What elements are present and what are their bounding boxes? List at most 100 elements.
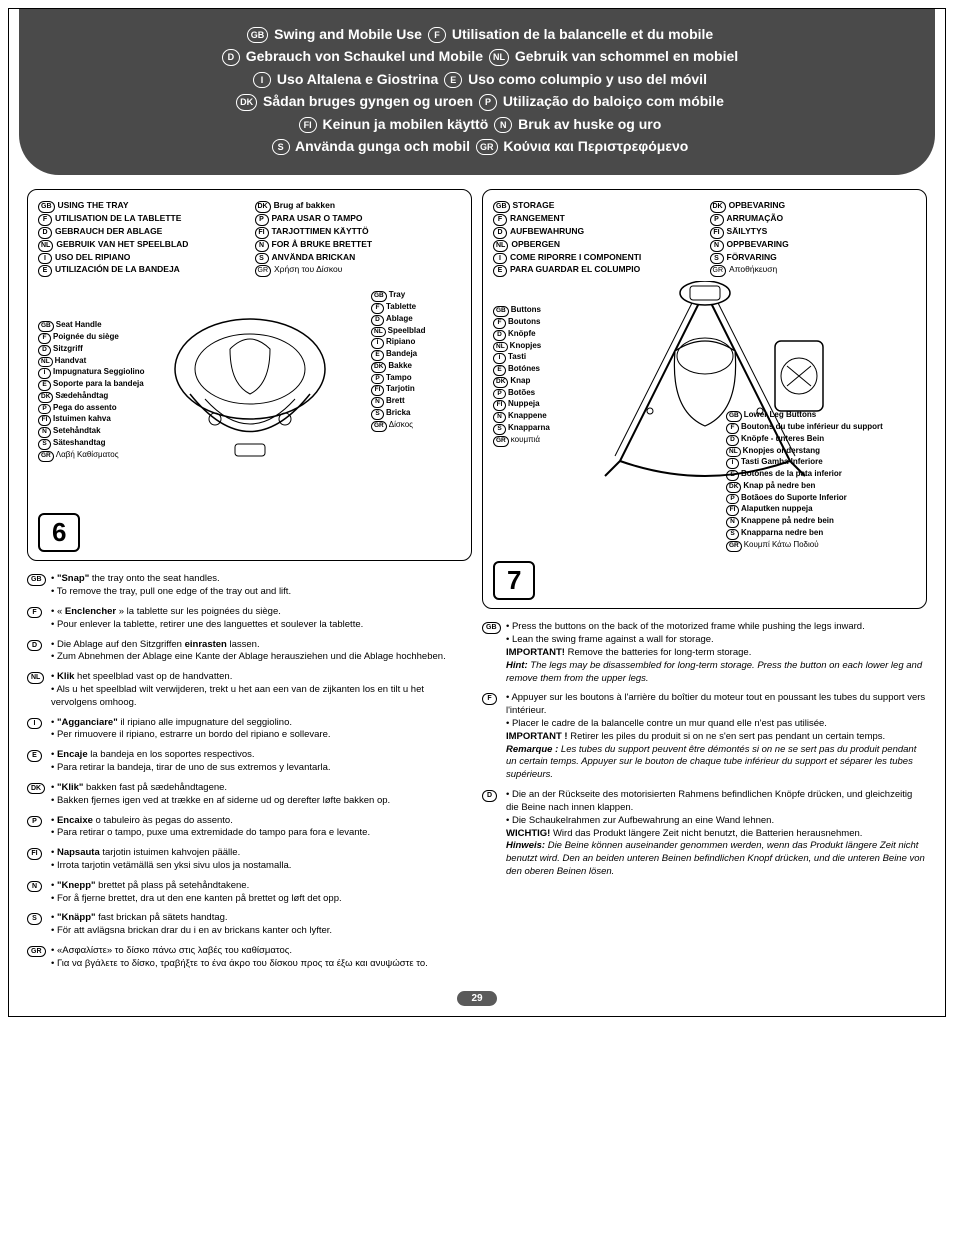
figure-title-item: ICOME RIPORRE I COMPONENTI: [493, 252, 700, 265]
title-text: AUFBEWAHRUNG: [510, 226, 584, 236]
instruction-block: GB• "Snap" the tray onto the seat handle…: [27, 573, 472, 599]
lang-code-pill: NL: [38, 357, 53, 368]
lang-code-pill: FI: [38, 415, 51, 426]
instructions-left: GB• "Snap" the tray onto the seat handle…: [27, 573, 472, 970]
callout-label: FBoutons: [493, 317, 593, 329]
callout-label: NKnappene: [493, 411, 593, 423]
title-text: PARA USAR O TAMPO: [272, 213, 363, 223]
content-columns: GBUSING THE TRAYFUTILISATION DE LA TABLE…: [9, 175, 945, 981]
callout-label: SBricka: [371, 408, 461, 420]
figure-title-item: IUSO DEL RIPIANO: [38, 252, 245, 265]
lang-code-pill: FI: [493, 400, 506, 411]
lang-code-pill: E: [493, 365, 506, 376]
header-title-text: Κούνια και Περιστρεφόμενο: [500, 138, 689, 154]
lang-code-pill: DK: [27, 783, 45, 794]
instruction-line: • Die an der Rückseite des motorisierten…: [506, 789, 927, 815]
title-text: Χρήση του Δίσκου: [274, 264, 342, 274]
instruction-line: • Placer le cadre de la balancelle contr…: [506, 718, 927, 731]
label-text: Knöpfe: [508, 329, 536, 338]
lang-code-pill: E: [371, 350, 384, 361]
instruction-line: • Als u het speelblad wilt verwijderen, …: [51, 684, 472, 710]
callout-label: IImpugnatura Seggiolino: [38, 367, 158, 379]
label-text: κουμπιά: [511, 435, 540, 444]
label-text: Bricka: [386, 408, 410, 417]
callout-label: ITasti: [493, 352, 593, 364]
figure-title-item: NOPPBEVARING: [710, 239, 917, 252]
label-text: Tarjotin: [386, 384, 415, 393]
lang-code-pill: FI: [710, 227, 724, 239]
instruction-line: • Pour enlever la tablette, retirer une …: [51, 619, 472, 632]
lang-code-pill: S: [38, 439, 51, 450]
label-text: Κουμπί Κάτω Ποδιού: [744, 540, 819, 549]
instruction-line: IMPORTANT! Remove the batteries for long…: [506, 647, 927, 660]
callout-label: NLHandvat: [38, 356, 158, 368]
lang-code-pill: P: [27, 816, 42, 827]
callout-label: GRΛαβή Καθίσματος: [38, 450, 158, 462]
lang-code-pill: N: [493, 412, 506, 423]
callout-label: GRΚουμπί Κάτω Ποδιού: [726, 540, 916, 552]
callout-label: DKSædehåndtag: [38, 391, 158, 403]
instruction-block: D• Die Ablage auf den Sitzgriffen einras…: [27, 639, 472, 665]
lang-code-pill: GB: [27, 574, 46, 585]
lang-code-pill: I: [726, 458, 739, 469]
label-text: Sitzgriff: [53, 344, 83, 353]
callout-label: NKnappene på nedre bein: [726, 516, 916, 528]
lang-code-pill: P: [710, 214, 724, 226]
instruction-block: FI• Napsauta tarjotin istuimen kahvojen …: [27, 847, 472, 873]
label-text: Handvat: [55, 356, 87, 365]
instruction-line: • For å fjerne brettet, dra ut den ene k…: [51, 893, 472, 906]
figure-number-6: 6: [38, 513, 80, 552]
lang-code-pill: S: [493, 424, 506, 435]
lang-code-pill: P: [479, 94, 497, 110]
label-text: Säteshandtag: [53, 438, 105, 447]
lang-code-pill: I: [493, 253, 507, 265]
header-row: S Använda gunga och mobilGR Κούνια και Π…: [49, 135, 905, 157]
lang-code-pill: GB: [482, 622, 501, 633]
instruction-line: WICHTIG! Wird das Produkt längere Zeit n…: [506, 828, 927, 841]
callout-label: PBotãoes do Suporte Inferior: [726, 493, 916, 505]
callout-label: GRκουμπιά: [493, 435, 593, 447]
callout-label: PPega do assento: [38, 403, 158, 415]
instruction-line: • Bakken fjernes igen ved at trække en a…: [51, 795, 472, 808]
lang-code-pill: DK: [255, 201, 271, 213]
instruction-line: • Irrota tarjotin vetämällä sen yksi siv…: [51, 860, 472, 873]
label-text: Knappene på nedre bein: [741, 516, 834, 525]
lang-code-pill: GR: [476, 139, 498, 155]
lang-code-pill: D: [27, 640, 42, 651]
title-text: Αποθήκευση: [729, 264, 777, 274]
lang-code-pill: GR: [710, 265, 727, 277]
lang-code-pill: N: [371, 397, 384, 408]
lang-code-pill: P: [726, 494, 739, 505]
figure-title-item: NLOPBERGEN: [493, 239, 700, 252]
callout-label: SKnapparna: [493, 423, 593, 435]
lang-code-pill: S: [710, 253, 724, 265]
title-text: FÖRVARING: [727, 252, 777, 262]
lang-code-pill: GB: [493, 201, 510, 213]
instruction-line: • To remove the tray, pull one edge of t…: [51, 586, 472, 599]
lang-code-pill: NL: [38, 240, 53, 252]
lang-code-pill: F: [38, 333, 51, 344]
label-text: Botões: [508, 388, 535, 397]
title-text: OPBEVARING: [729, 200, 786, 210]
label-text: Boutons: [508, 317, 540, 326]
label-text: Poignée du siège: [53, 332, 119, 341]
figure-title-item: DKBrug af bakken: [255, 200, 462, 213]
lang-code-pill: N: [710, 240, 724, 252]
lang-code-pill: GR: [493, 436, 509, 447]
lang-code-pill: P: [493, 389, 506, 400]
instruction-block: DK• "Klik" bakken fast på sædehåndtagene…: [27, 782, 472, 808]
label-text: Tablette: [386, 302, 416, 311]
title-text: GEBRAUCH DER ABLAGE: [55, 226, 162, 236]
instruction-line: • Lean the swing frame against a wall fo…: [506, 634, 927, 647]
instruction-line: • "Agganciare" il ripiano alle impugnatu…: [51, 717, 472, 730]
lang-code-pill: S: [726, 529, 739, 540]
instruction-line: • Zum Abnehmen der Ablage eine Kante der…: [51, 651, 472, 664]
header-title-text: Uso como columpio y uso del móvil: [464, 71, 707, 87]
instruction-line: • För att avlägsna brickan drar du i en …: [51, 925, 472, 938]
lang-code-pill: I: [253, 72, 271, 88]
figure-number-7: 7: [493, 561, 535, 600]
lang-code-pill: E: [726, 470, 739, 481]
lang-code-pill: NL: [493, 240, 508, 252]
lang-code-pill: DK: [236, 94, 257, 110]
instruction-block: E• Encaje la bandeja en los soportes res…: [27, 749, 472, 775]
